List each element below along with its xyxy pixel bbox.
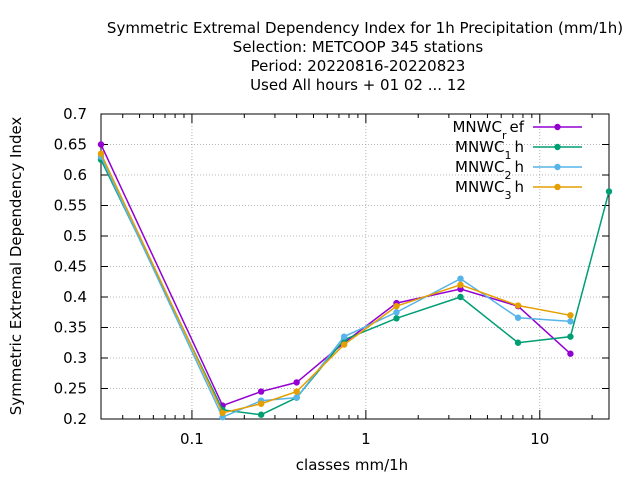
x-tick-label: 1 bbox=[361, 430, 371, 448]
y-tick-label: 0.35 bbox=[54, 319, 87, 337]
data-point bbox=[98, 150, 104, 156]
y-tick-label: 0.55 bbox=[54, 197, 87, 215]
data-point bbox=[293, 394, 299, 400]
series-layer bbox=[98, 141, 612, 420]
data-point bbox=[457, 276, 463, 282]
y-tick-label: 0.2 bbox=[63, 410, 87, 428]
legend-marker bbox=[554, 164, 560, 170]
data-point bbox=[515, 315, 521, 321]
legend-label: MNWC3 h bbox=[455, 178, 524, 202]
data-point bbox=[393, 303, 399, 309]
x-axis-label: classes mm/1h bbox=[296, 456, 408, 474]
axis-ticks: 0.2 0.25 0.3 0.35 0.4 0.45 0.5 0.55 0.6 0.65 0.7 0.… bbox=[54, 105, 609, 448]
x-tick-label: 0.1 bbox=[180, 430, 204, 448]
y-tick-label: 0.4 bbox=[63, 288, 87, 306]
data-point bbox=[258, 388, 264, 394]
data-point bbox=[515, 340, 521, 346]
data-point bbox=[567, 312, 573, 318]
data-point bbox=[293, 388, 299, 394]
data-point bbox=[606, 188, 612, 194]
legend-marker bbox=[554, 124, 560, 130]
data-point bbox=[457, 282, 463, 288]
y-axis-label: Symmetric Extremal Dependency Index bbox=[7, 117, 25, 416]
data-point bbox=[293, 379, 299, 385]
title-line-2: Selection: METCOOP 345 stations bbox=[233, 38, 484, 56]
data-point bbox=[341, 333, 347, 339]
data-point bbox=[393, 309, 399, 315]
y-tick-label: 0.65 bbox=[54, 136, 87, 154]
y-tick-label: 0.6 bbox=[63, 166, 87, 184]
data-point bbox=[98, 141, 104, 147]
grid bbox=[101, 114, 609, 419]
data-point bbox=[515, 302, 521, 308]
data-point bbox=[393, 315, 399, 321]
data-point bbox=[341, 341, 347, 347]
data-point bbox=[457, 294, 463, 300]
legend-marker bbox=[554, 144, 560, 150]
title-line-1: Symmetric Extremal Dependency Index for … bbox=[107, 19, 623, 37]
data-point bbox=[567, 333, 573, 339]
plot-frame bbox=[101, 114, 609, 419]
chart-title: Symmetric Extremal Dependency Index for … bbox=[107, 19, 623, 94]
series-2 bbox=[98, 157, 612, 418]
data-point bbox=[258, 401, 264, 407]
data-point bbox=[567, 351, 573, 357]
title-line-4: Used All hours + 01 02 ... 12 bbox=[250, 76, 466, 94]
y-tick-label: 0.5 bbox=[63, 227, 87, 245]
title-line-3: Period: 20220816-20220823 bbox=[251, 57, 466, 75]
data-point bbox=[258, 412, 264, 418]
legend-marker bbox=[554, 184, 560, 190]
data-point bbox=[219, 410, 225, 416]
y-tick-label: 0.45 bbox=[54, 258, 87, 276]
y-tick-label: 0.25 bbox=[54, 380, 87, 398]
series-line bbox=[101, 160, 609, 415]
y-tick-label: 0.7 bbox=[63, 105, 87, 123]
x-tick-label: 10 bbox=[530, 430, 549, 448]
data-point bbox=[567, 318, 573, 324]
y-tick-label: 0.3 bbox=[63, 349, 87, 367]
